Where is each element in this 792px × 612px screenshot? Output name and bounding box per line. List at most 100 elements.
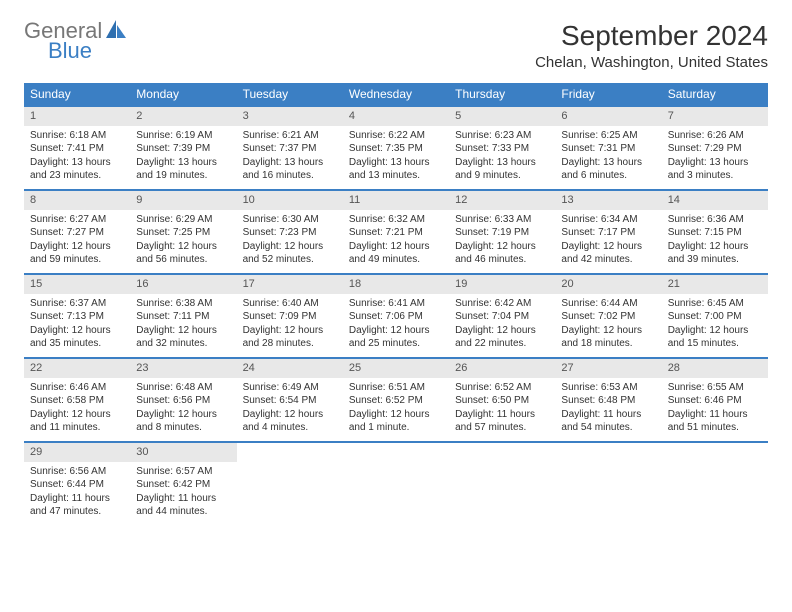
sunrise-text: Sunrise: 6:36 AM bbox=[668, 213, 762, 227]
daylight-line1: Daylight: 11 hours bbox=[136, 492, 230, 506]
sunrise-text: Sunrise: 6:29 AM bbox=[136, 213, 230, 227]
daylight-line1: Daylight: 11 hours bbox=[668, 408, 762, 422]
day-number: 8 bbox=[24, 191, 130, 210]
day-header-row: Sunday Monday Tuesday Wednesday Thursday… bbox=[24, 83, 768, 106]
sunset-text: Sunset: 7:35 PM bbox=[349, 142, 443, 156]
day-number: 9 bbox=[130, 191, 236, 210]
day-header: Saturday bbox=[662, 83, 768, 106]
sunrise-text: Sunrise: 6:53 AM bbox=[561, 381, 655, 395]
day-number: 10 bbox=[237, 191, 343, 210]
daylight-line1: Daylight: 12 hours bbox=[30, 240, 124, 254]
sunset-text: Sunset: 7:37 PM bbox=[243, 142, 337, 156]
day-number: 27 bbox=[555, 359, 661, 378]
calendar-cell: 15Sunrise: 6:37 AMSunset: 7:13 PMDayligh… bbox=[24, 274, 130, 358]
calendar-cell: 7Sunrise: 6:26 AMSunset: 7:29 PMDaylight… bbox=[662, 106, 768, 190]
daylight-line2: and 44 minutes. bbox=[136, 505, 230, 519]
calendar-cell: 3Sunrise: 6:21 AMSunset: 7:37 PMDaylight… bbox=[237, 106, 343, 190]
daylight-line1: Daylight: 13 hours bbox=[668, 156, 762, 170]
calendar-cell: 10Sunrise: 6:30 AMSunset: 7:23 PMDayligh… bbox=[237, 190, 343, 274]
daylight-line1: Daylight: 13 hours bbox=[455, 156, 549, 170]
daylight-line1: Daylight: 11 hours bbox=[30, 492, 124, 506]
sunrise-text: Sunrise: 6:25 AM bbox=[561, 129, 655, 143]
sunset-text: Sunset: 6:44 PM bbox=[30, 478, 124, 492]
calendar-cell: 28Sunrise: 6:55 AMSunset: 6:46 PMDayligh… bbox=[662, 358, 768, 442]
day-number: 13 bbox=[555, 191, 661, 210]
sunset-text: Sunset: 6:46 PM bbox=[668, 394, 762, 408]
sunrise-text: Sunrise: 6:33 AM bbox=[455, 213, 549, 227]
daylight-line2: and 35 minutes. bbox=[30, 337, 124, 351]
sunset-text: Sunset: 7:15 PM bbox=[668, 226, 762, 240]
day-number: 29 bbox=[24, 443, 130, 462]
day-number: 5 bbox=[449, 107, 555, 126]
sunrise-text: Sunrise: 6:32 AM bbox=[349, 213, 443, 227]
day-number: 14 bbox=[662, 191, 768, 210]
day-number: 22 bbox=[24, 359, 130, 378]
daylight-line2: and 42 minutes. bbox=[561, 253, 655, 267]
sunset-text: Sunset: 7:41 PM bbox=[30, 142, 124, 156]
day-header: Monday bbox=[130, 83, 236, 106]
day-number: 12 bbox=[449, 191, 555, 210]
calendar-cell: 30Sunrise: 6:57 AMSunset: 6:42 PMDayligh… bbox=[130, 442, 236, 526]
sunrise-text: Sunrise: 6:49 AM bbox=[243, 381, 337, 395]
sunrise-text: Sunrise: 6:23 AM bbox=[455, 129, 549, 143]
day-number: 28 bbox=[662, 359, 768, 378]
daylight-line2: and 3 minutes. bbox=[668, 169, 762, 183]
sunrise-text: Sunrise: 6:34 AM bbox=[561, 213, 655, 227]
sunset-text: Sunset: 7:06 PM bbox=[349, 310, 443, 324]
daylight-line1: Daylight: 13 hours bbox=[136, 156, 230, 170]
daylight-line2: and 57 minutes. bbox=[455, 421, 549, 435]
sunset-text: Sunset: 7:04 PM bbox=[455, 310, 549, 324]
calendar-cell: 2Sunrise: 6:19 AMSunset: 7:39 PMDaylight… bbox=[130, 106, 236, 190]
daylight-line1: Daylight: 12 hours bbox=[30, 324, 124, 338]
calendar-cell bbox=[343, 442, 449, 526]
daylight-line2: and 56 minutes. bbox=[136, 253, 230, 267]
calendar-cell: 21Sunrise: 6:45 AMSunset: 7:00 PMDayligh… bbox=[662, 274, 768, 358]
daylight-line2: and 49 minutes. bbox=[349, 253, 443, 267]
daylight-line1: Daylight: 12 hours bbox=[243, 324, 337, 338]
calendar-cell: 18Sunrise: 6:41 AMSunset: 7:06 PMDayligh… bbox=[343, 274, 449, 358]
daylight-line1: Daylight: 11 hours bbox=[561, 408, 655, 422]
sunrise-text: Sunrise: 6:27 AM bbox=[30, 213, 124, 227]
calendar-cell bbox=[237, 442, 343, 526]
daylight-line2: and 25 minutes. bbox=[349, 337, 443, 351]
calendar-cell: 16Sunrise: 6:38 AMSunset: 7:11 PMDayligh… bbox=[130, 274, 236, 358]
sunrise-text: Sunrise: 6:40 AM bbox=[243, 297, 337, 311]
day-number: 24 bbox=[237, 359, 343, 378]
calendar-cell: 26Sunrise: 6:52 AMSunset: 6:50 PMDayligh… bbox=[449, 358, 555, 442]
daylight-line1: Daylight: 12 hours bbox=[668, 324, 762, 338]
calendar-cell: 17Sunrise: 6:40 AMSunset: 7:09 PMDayligh… bbox=[237, 274, 343, 358]
daylight-line1: Daylight: 12 hours bbox=[243, 240, 337, 254]
daylight-line1: Daylight: 13 hours bbox=[561, 156, 655, 170]
day-number: 19 bbox=[449, 275, 555, 294]
day-number: 23 bbox=[130, 359, 236, 378]
calendar-cell: 5Sunrise: 6:23 AMSunset: 7:33 PMDaylight… bbox=[449, 106, 555, 190]
sunrise-text: Sunrise: 6:26 AM bbox=[668, 129, 762, 143]
day-header: Friday bbox=[555, 83, 661, 106]
daylight-line1: Daylight: 11 hours bbox=[455, 408, 549, 422]
calendar-cell: 22Sunrise: 6:46 AMSunset: 6:58 PMDayligh… bbox=[24, 358, 130, 442]
daylight-line1: Daylight: 12 hours bbox=[561, 240, 655, 254]
sunset-text: Sunset: 7:23 PM bbox=[243, 226, 337, 240]
daylight-line2: and 6 minutes. bbox=[561, 169, 655, 183]
daylight-line2: and 23 minutes. bbox=[30, 169, 124, 183]
day-header: Tuesday bbox=[237, 83, 343, 106]
sunrise-text: Sunrise: 6:38 AM bbox=[136, 297, 230, 311]
calendar-cell: 25Sunrise: 6:51 AMSunset: 6:52 PMDayligh… bbox=[343, 358, 449, 442]
day-number: 20 bbox=[555, 275, 661, 294]
sunset-text: Sunset: 6:58 PM bbox=[30, 394, 124, 408]
calendar-cell: 23Sunrise: 6:48 AMSunset: 6:56 PMDayligh… bbox=[130, 358, 236, 442]
daylight-line2: and 13 minutes. bbox=[349, 169, 443, 183]
day-number: 11 bbox=[343, 191, 449, 210]
sunrise-text: Sunrise: 6:51 AM bbox=[349, 381, 443, 395]
calendar-cell: 9Sunrise: 6:29 AMSunset: 7:25 PMDaylight… bbox=[130, 190, 236, 274]
day-number: 2 bbox=[130, 107, 236, 126]
daylight-line1: Daylight: 13 hours bbox=[243, 156, 337, 170]
daylight-line2: and 28 minutes. bbox=[243, 337, 337, 351]
calendar-cell: 12Sunrise: 6:33 AMSunset: 7:19 PMDayligh… bbox=[449, 190, 555, 274]
daylight-line1: Daylight: 12 hours bbox=[349, 408, 443, 422]
daylight-line1: Daylight: 12 hours bbox=[243, 408, 337, 422]
daylight-line2: and 51 minutes. bbox=[668, 421, 762, 435]
calendar-table: Sunday Monday Tuesday Wednesday Thursday… bbox=[24, 83, 768, 526]
logo-sail-icon bbox=[106, 20, 128, 38]
sunset-text: Sunset: 6:52 PM bbox=[349, 394, 443, 408]
